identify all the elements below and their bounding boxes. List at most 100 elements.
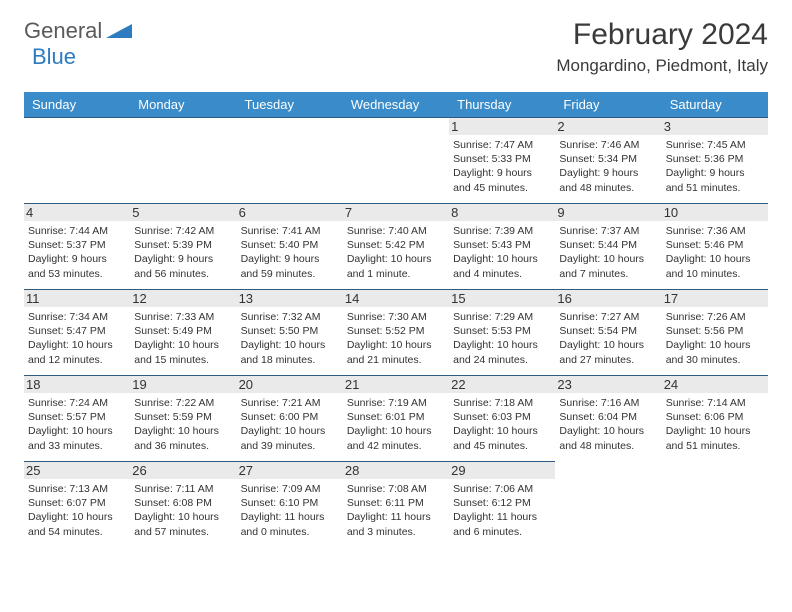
sunrise-line: Sunrise: 7:16 AM (559, 396, 657, 410)
sunrise-line: Sunrise: 7:41 AM (241, 224, 339, 238)
day-cell: 13Sunrise: 7:32 AMSunset: 5:50 PMDayligh… (237, 289, 343, 375)
daylight-line: Daylight: 10 hours and 21 minutes. (347, 338, 445, 366)
daylight-line: Daylight: 10 hours and 48 minutes. (559, 424, 657, 452)
day-number: 19 (130, 376, 236, 393)
sunrise-line: Sunrise: 7:29 AM (453, 310, 551, 324)
sunrise-line: Sunrise: 7:14 AM (666, 396, 764, 410)
daylight-line: Daylight: 10 hours and 39 minutes. (241, 424, 339, 452)
sunset-line: Sunset: 5:50 PM (241, 324, 339, 338)
day-info: Sunrise: 7:24 AMSunset: 5:57 PMDaylight:… (28, 396, 126, 453)
sunrise-line: Sunrise: 7:11 AM (134, 482, 232, 496)
sunset-line: Sunset: 6:03 PM (453, 410, 551, 424)
day-number: 9 (555, 204, 661, 221)
sunset-line: Sunset: 5:40 PM (241, 238, 339, 252)
day-number: 10 (662, 204, 768, 221)
day-info: Sunrise: 7:45 AMSunset: 5:36 PMDaylight:… (666, 138, 764, 195)
day-info: Sunrise: 7:46 AMSunset: 5:34 PMDaylight:… (559, 138, 657, 195)
sunset-line: Sunset: 5:34 PM (559, 152, 657, 166)
daylight-line: Daylight: 9 hours and 56 minutes. (134, 252, 232, 280)
day-info: Sunrise: 7:06 AMSunset: 6:12 PMDaylight:… (453, 482, 551, 539)
sunset-line: Sunset: 6:07 PM (28, 496, 126, 510)
day-number: 8 (449, 204, 555, 221)
sunrise-line: Sunrise: 7:21 AM (241, 396, 339, 410)
daylight-line: Daylight: 9 hours and 45 minutes. (453, 166, 551, 194)
sunset-line: Sunset: 5:42 PM (347, 238, 445, 252)
logo-blue-text-wrap: Blue (32, 44, 76, 70)
day-number: 12 (130, 290, 236, 307)
day-number: 22 (449, 376, 555, 393)
day-cell: 19 Sunrise: 7:22 AMSunset: 5:59 PMDayligh… (130, 375, 236, 461)
day-info: Sunrise: 7:14 AMSunset: 6:06 PMDaylight:… (666, 396, 764, 453)
daylight-line: Daylight: 10 hours and 33 minutes. (28, 424, 126, 452)
day-info: Sunrise: 7:47 AMSunset: 5:33 PMDaylight:… (453, 138, 551, 195)
sunrise-line: Sunrise: 7:06 AM (453, 482, 551, 496)
day-info: Sunrise: 7:09 AMSunset: 6:10 PMDaylight:… (241, 482, 339, 539)
day-info: Sunrise: 7:18 AMSunset: 6:03 PMDaylight:… (453, 396, 551, 453)
day-number: 28 (343, 462, 449, 479)
sunrise-line: Sunrise: 7:09 AM (241, 482, 339, 496)
day-cell: 28 Sunrise: 7:08 AMSunset: 6:11 PMDayligh… (343, 461, 449, 547)
day-number: 20 (237, 376, 343, 393)
daylight-line: Daylight: 10 hours and 36 minutes. (134, 424, 232, 452)
day-cell: 24Sunrise: 7:14 AMSunset: 6:06 PMDayligh… (662, 375, 768, 461)
title-block: February 2024 Mongardino, Piedmont, Ital… (556, 18, 768, 76)
day-cell: 10 Sunrise: 7:36 AMSunset: 5:46 PMDayligh… (662, 203, 768, 289)
logo-text-general: General (24, 18, 102, 44)
sunrise-line: Sunrise: 7:27 AM (559, 310, 657, 324)
sunset-line: Sunset: 6:04 PM (559, 410, 657, 424)
logo-triangle-icon (106, 20, 132, 43)
sunset-line: Sunset: 5:52 PM (347, 324, 445, 338)
sunrise-line: Sunrise: 7:44 AM (28, 224, 126, 238)
day-cell: 25Sunrise: 7:13 AMSunset: 6:07 PMDayligh… (24, 461, 130, 547)
sunset-line: Sunset: 6:00 PM (241, 410, 339, 424)
day-cell: 3Sunrise: 7:45 AMSunset: 5:36 PMDaylight… (662, 117, 768, 203)
sunrise-line: Sunrise: 7:36 AM (666, 224, 764, 238)
day-cell: 20 Sunrise: 7:21 AMSunset: 6:00 PMDayligh… (237, 375, 343, 461)
daylight-line: Daylight: 10 hours and 57 minutes. (134, 510, 232, 538)
daylight-line: Daylight: 10 hours and 42 minutes. (347, 424, 445, 452)
day-number: 11 (24, 290, 130, 307)
day-cell: 22 Sunrise: 7:18 AMSunset: 6:03 PMDayligh… (449, 375, 555, 461)
day-info: Sunrise: 7:32 AMSunset: 5:50 PMDaylight:… (241, 310, 339, 367)
sunset-line: Sunset: 5:54 PM (559, 324, 657, 338)
daylight-line: Daylight: 11 hours and 0 minutes. (241, 510, 339, 538)
day-number: 14 (343, 290, 449, 307)
sunrise-line: Sunrise: 7:19 AM (347, 396, 445, 410)
column-header: Friday (555, 92, 661, 117)
logo-text-blue: Blue (32, 44, 76, 69)
day-cell: 11Sunrise: 7:34 AMSunset: 5:47 PMDayligh… (24, 289, 130, 375)
calendar-grid: SundayMondayTuesdayWednesdayThursdayFrid… (24, 92, 768, 547)
day-cell: 7Sunrise: 7:40 AMSunset: 5:42 PMDaylight… (343, 203, 449, 289)
sunrise-line: Sunrise: 7:45 AM (666, 138, 764, 152)
location-subtitle: Mongardino, Piedmont, Italy (556, 56, 768, 76)
sunset-line: Sunset: 6:10 PM (241, 496, 339, 510)
sunset-line: Sunset: 5:57 PM (28, 410, 126, 424)
day-info: Sunrise: 7:36 AMSunset: 5:46 PMDaylight:… (666, 224, 764, 281)
empty-cell (237, 117, 343, 203)
day-number: 27 (237, 462, 343, 479)
sunrise-line: Sunrise: 7:18 AM (453, 396, 551, 410)
day-number: 18 (24, 376, 130, 393)
daylight-line: Daylight: 9 hours and 53 minutes. (28, 252, 126, 280)
day-number: 5 (130, 204, 236, 221)
sunset-line: Sunset: 5:44 PM (559, 238, 657, 252)
sunrise-line: Sunrise: 7:24 AM (28, 396, 126, 410)
day-cell: 15Sunrise: 7:29 AMSunset: 5:53 PMDayligh… (449, 289, 555, 375)
day-info: Sunrise: 7:11 AMSunset: 6:08 PMDaylight:… (134, 482, 232, 539)
day-cell: 17Sunrise: 7:26 AMSunset: 5:56 PMDayligh… (662, 289, 768, 375)
sunset-line: Sunset: 6:08 PM (134, 496, 232, 510)
daylight-line: Daylight: 10 hours and 15 minutes. (134, 338, 232, 366)
sunrise-line: Sunrise: 7:37 AM (559, 224, 657, 238)
day-info: Sunrise: 7:33 AMSunset: 5:49 PMDaylight:… (134, 310, 232, 367)
day-cell: 5Sunrise: 7:42 AMSunset: 5:39 PMDaylight… (130, 203, 236, 289)
column-header: Wednesday (343, 92, 449, 117)
day-info: Sunrise: 7:08 AMSunset: 6:11 PMDaylight:… (347, 482, 445, 539)
daylight-line: Daylight: 11 hours and 3 minutes. (347, 510, 445, 538)
day-cell: 8Sunrise: 7:39 AMSunset: 5:43 PMDaylight… (449, 203, 555, 289)
sunrise-line: Sunrise: 7:33 AM (134, 310, 232, 324)
day-info: Sunrise: 7:22 AMSunset: 5:59 PMDaylight:… (134, 396, 232, 453)
day-number: 2 (555, 118, 661, 135)
daylight-line: Daylight: 10 hours and 4 minutes. (453, 252, 551, 280)
day-info: Sunrise: 7:19 AMSunset: 6:01 PMDaylight:… (347, 396, 445, 453)
day-info: Sunrise: 7:30 AMSunset: 5:52 PMDaylight:… (347, 310, 445, 367)
